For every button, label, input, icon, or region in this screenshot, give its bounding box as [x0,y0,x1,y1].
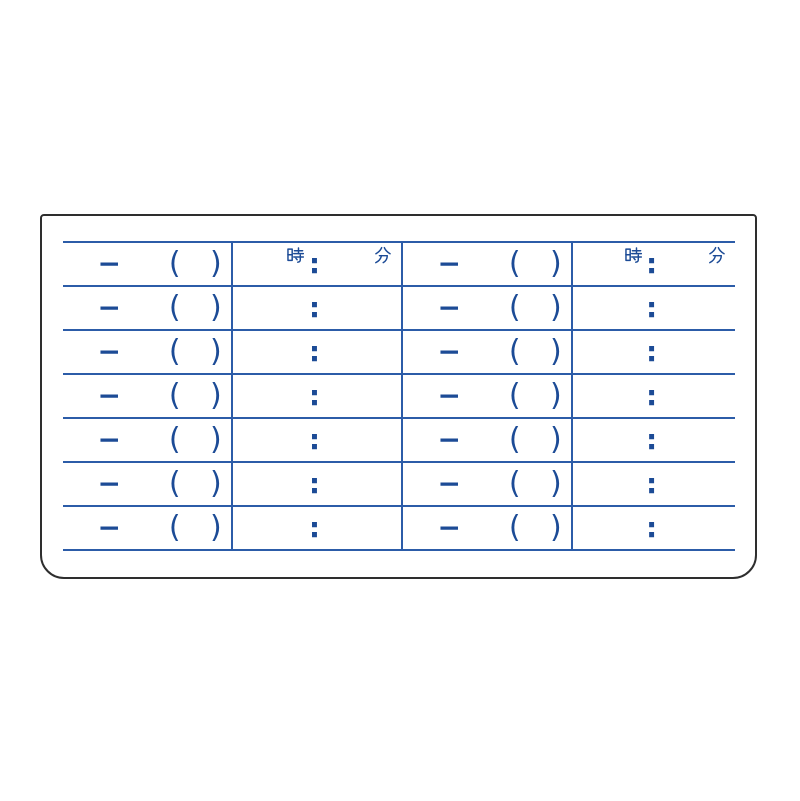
time-cell-right: 時 : 分 [573,243,735,285]
phone-dash: − [97,379,121,412]
time-cell-left: 時 : 分 [233,243,403,285]
time-cell-right: 時 : 分 [573,375,735,417]
phone-close-paren: ) [210,378,222,413]
phone-number-cell-left: − ( ) [63,331,233,373]
hour-kanji-icon: 時 [286,246,305,264]
phone-close-paren: ) [210,510,222,545]
phone-open-paren: ( [508,334,521,369]
phone-number-cell-right: − ( ) [403,507,573,549]
phone-dash: − [437,335,461,368]
time-cell-right: 時 : 分 [573,463,735,505]
time-colon: : [645,511,658,544]
phone-number-cell-right: − ( ) [403,375,573,417]
time-colon: : [308,247,321,280]
time-colon: : [308,511,321,544]
phone-open-paren: ( [508,422,521,457]
time-colon: : [308,379,321,412]
minute-kanji-icon: 分 [374,246,392,264]
schedule-table: − ( ) 時 : [63,241,735,551]
phone-open-paren: ( [508,246,521,281]
time-cell-left: 時 : 分 [233,463,403,505]
phone-dash: − [97,511,121,544]
time-colon: : [645,467,658,500]
minute-kanji-icon: 分 [708,246,726,264]
phone-dash: − [97,247,121,280]
time-colon: : [308,423,321,456]
phone-close-paren: ) [550,378,562,413]
table-row: − ( ) 時 : [63,463,735,507]
phone-dash: − [437,511,461,544]
time-colon: : [645,247,658,280]
phone-open-paren: ( [508,510,521,545]
phone-dash: − [97,291,121,324]
phone-close-paren: ) [550,466,562,501]
time-cell-right: 時 : 分 [573,419,735,461]
phone-number-cell-right: − ( ) [403,287,573,329]
phone-number-cell-left: − ( ) [63,243,233,285]
time-colon: : [308,335,321,368]
time-colon: : [645,291,658,324]
table-row: − ( ) 時 : [63,287,735,331]
phone-dash: − [437,247,461,280]
time-colon: : [308,291,321,324]
phone-close-paren: ) [550,334,562,369]
phone-open-paren: ( [168,246,181,281]
phone-close-paren: ) [210,466,222,501]
phone-number-cell-left: − ( ) [63,463,233,505]
phone-number-cell-right: − ( ) [403,463,573,505]
phone-open-paren: ( [168,422,181,457]
time-cell-left: 時 : 分 [233,507,403,549]
phone-close-paren: ) [550,510,562,545]
time-cell-left: 時 : 分 [233,419,403,461]
phone-close-paren: ) [210,290,222,325]
time-colon: : [645,335,658,368]
phone-dash: − [437,291,461,324]
time-cell-right: 時 : 分 [573,331,735,373]
hour-kanji-icon: 時 [624,246,642,264]
contact-time-card: − ( ) 時 : [40,214,757,579]
phone-dash: − [437,467,461,500]
time-colon: : [645,379,658,412]
phone-open-paren: ( [168,466,181,501]
phone-number-cell-right: − ( ) [403,419,573,461]
table-row: − ( ) 時 : [63,375,735,419]
table-row: − ( ) 時 : [63,331,735,375]
phone-number-cell-left: − ( ) [63,375,233,417]
phone-dash: − [97,423,121,456]
phone-close-paren: ) [210,422,222,457]
phone-dash: − [97,335,121,368]
time-cell-left: 時 : 分 [233,375,403,417]
phone-number-cell-left: − ( ) [63,287,233,329]
phone-dash: − [97,467,121,500]
time-cell-left: 時 : 分 [233,287,403,329]
phone-number-cell-left: − ( ) [63,507,233,549]
phone-open-paren: ( [168,510,181,545]
phone-number-cell-left: − ( ) [63,419,233,461]
phone-number-cell-right: − ( ) [403,243,573,285]
time-cell-right: 時 : 分 [573,507,735,549]
time-colon: : [645,423,658,456]
time-colon: : [308,467,321,500]
time-cell-left: 時 : 分 [233,331,403,373]
phone-open-paren: ( [508,378,521,413]
table-row: − ( ) 時 : [63,507,735,551]
phone-dash: − [437,423,461,456]
phone-close-paren: ) [550,422,562,457]
phone-dash: − [437,379,461,412]
phone-open-paren: ( [168,290,181,325]
phone-close-paren: ) [550,246,562,281]
phone-close-paren: ) [210,246,222,281]
time-cell-right: 時 : 分 [573,287,735,329]
phone-number-cell-right: − ( ) [403,331,573,373]
phone-open-paren: ( [168,378,181,413]
phone-open-paren: ( [508,466,521,501]
phone-close-paren: ) [550,290,562,325]
table-row: − ( ) 時 : [63,243,735,287]
phone-open-paren: ( [508,290,521,325]
table-row: − ( ) 時 : [63,419,735,463]
phone-open-paren: ( [168,334,181,369]
phone-close-paren: ) [210,334,222,369]
